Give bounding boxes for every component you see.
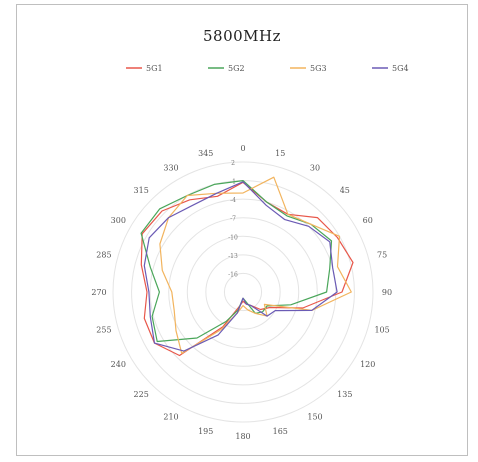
- angle-tick-label: 285: [96, 251, 111, 260]
- angle-tick-label: 105: [374, 325, 389, 334]
- radial-tick-label: -13: [228, 253, 238, 260]
- angle-tick-label: 270: [91, 288, 106, 297]
- radial-tick-label: -10: [228, 234, 238, 241]
- angle-tick-label: 150: [307, 413, 322, 422]
- angle-tick-label: 180: [235, 432, 250, 441]
- radial-tick-labels: 2-1-4-7-10-13-16: [228, 160, 238, 278]
- legend-entry: 5G3: [310, 64, 327, 73]
- series-line-5g4: [143, 181, 338, 352]
- angle-tick-label: 120: [360, 360, 375, 369]
- chart-title: 5800MHz: [202, 27, 282, 45]
- series-lines: [140, 176, 354, 357]
- angle-tick-label: 90: [382, 288, 392, 297]
- angle-tick-label: 15: [275, 149, 285, 158]
- angle-tick-label: 210: [163, 413, 178, 422]
- radial-tick-label: 2: [231, 160, 235, 167]
- legend-entry: 5G1: [146, 64, 163, 73]
- series-line-5g3: [159, 176, 352, 354]
- angle-tick-label: 0: [240, 144, 245, 153]
- angle-tick-label: 330: [163, 163, 178, 172]
- angle-tick-label: 345: [198, 149, 213, 158]
- grid-ring-6: [223, 272, 263, 312]
- angle-tick-label: 165: [273, 427, 288, 436]
- radial-tick-label: -16: [228, 271, 238, 278]
- angle-tick-label: 255: [96, 325, 111, 334]
- angle-tick-label: 30: [310, 163, 320, 172]
- angle-tick-label: 195: [198, 427, 213, 436]
- angle-tick-label: 135: [337, 390, 352, 399]
- angle-tick-label: 300: [111, 216, 126, 225]
- polar-grid: [112, 161, 374, 423]
- grid-ring-0: [112, 161, 374, 423]
- series-line-5g2: [140, 180, 333, 343]
- angle-tick-label: 225: [134, 390, 149, 399]
- grid-ring-5: [205, 254, 281, 330]
- angle-tick-label: 315: [134, 186, 149, 195]
- angle-tick-label: 240: [111, 360, 126, 369]
- legend: 5G1 5G2 5G3 5G4: [126, 64, 409, 73]
- series-line-5g1: [140, 181, 354, 357]
- legend-entry: 5G2: [228, 64, 245, 73]
- radial-tick-label: -4: [230, 197, 236, 204]
- chart-frame: 5800MHz: [16, 4, 468, 456]
- grid-ring-1: [131, 180, 355, 404]
- grid-ring-2: [149, 198, 337, 386]
- angle-tick-label: 60: [363, 216, 373, 225]
- grid-ring-3: [168, 217, 318, 367]
- grid-ring-4: [186, 235, 300, 349]
- angle-tick-labels: 0153045607590105120135150165180195210225…: [91, 144, 392, 441]
- angle-tick-label: 45: [340, 186, 350, 195]
- legend-entry: 5G4: [392, 64, 409, 73]
- radial-tick-label: -7: [230, 216, 236, 223]
- angle-tick-label: 75: [377, 251, 387, 260]
